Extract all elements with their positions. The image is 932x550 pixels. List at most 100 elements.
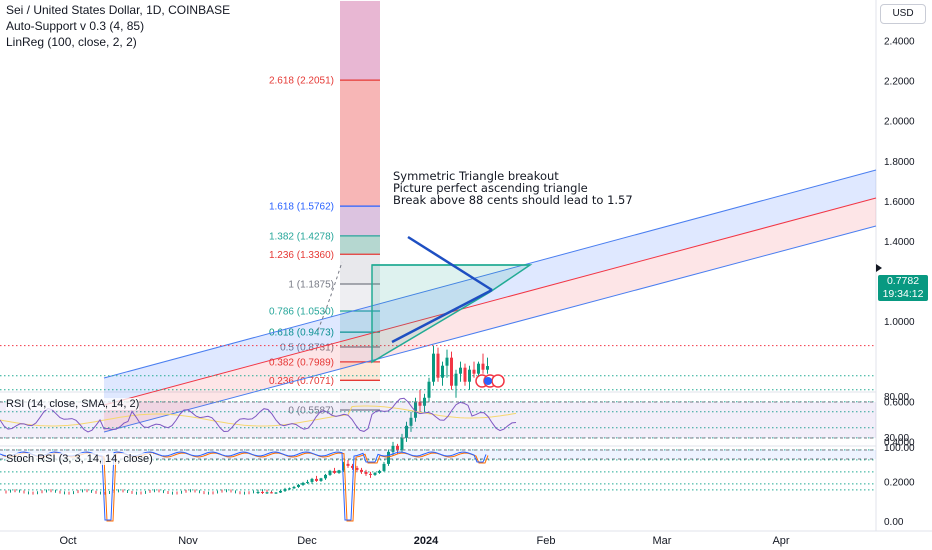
candle-9 <box>297 483 300 488</box>
candle-45 <box>459 361 462 382</box>
candle-12 <box>310 477 314 484</box>
fib-label-8: 0.382 (0.7989) <box>269 357 334 368</box>
candle-body <box>351 465 354 468</box>
candle-38 <box>427 377 431 402</box>
rsi-label[interactable]: RSI (14, close, SMA, 14, 2) <box>6 398 140 410</box>
time-label-3: 2024 <box>414 535 439 547</box>
candle-47 <box>468 365 471 390</box>
candle-body <box>436 353 440 378</box>
candle-21 <box>351 463 354 470</box>
candle-body <box>396 445 399 450</box>
currency-button[interactable]: USD <box>880 4 926 24</box>
rsi-tick-1: 30.00 <box>884 433 909 444</box>
candle-body <box>324 474 327 479</box>
fib-band-7 <box>340 332 380 348</box>
indicator-auto-support[interactable]: Auto-Support v 0.3 (4, 85) <box>6 19 145 33</box>
price-tick-3: 1.8000 <box>884 157 915 168</box>
candle-body <box>346 463 350 466</box>
time-label-6: Apr <box>772 535 789 547</box>
fib-label-4: 1 (1.1875) <box>288 280 334 291</box>
sym-triangle-lower <box>391 288 493 344</box>
fib-band-8 <box>340 347 380 362</box>
candle-25 <box>369 471 372 478</box>
fib-band-10 <box>340 380 380 411</box>
candle-15 <box>324 473 327 480</box>
candle-body <box>328 470 332 475</box>
rsi-band <box>0 402 876 438</box>
candle-body <box>337 470 341 473</box>
price-tick-4: 1.6000 <box>884 197 915 208</box>
candle-7 <box>288 487 291 490</box>
candle-body <box>279 490 282 493</box>
indicator-linreg[interactable]: LinReg (100, close, 2, 2) <box>6 35 137 49</box>
fib-band-1 <box>340 80 380 207</box>
symbol-title: Sei / United States Dollar, 1D, COINBASE <box>6 3 231 17</box>
candle-10 <box>301 481 305 486</box>
candle-body <box>306 481 309 483</box>
fib-band-5 <box>340 284 380 311</box>
candle-body <box>450 357 453 386</box>
last-price-value: 0.7782 <box>886 275 920 287</box>
candle-43 <box>450 351 453 390</box>
candle-body <box>400 437 404 450</box>
candle-5 <box>279 489 282 493</box>
candle-24 <box>364 469 368 476</box>
fib-band-6 <box>340 310 380 333</box>
price-tick-0: 2.4000 <box>884 37 915 48</box>
candle-body <box>283 488 287 491</box>
candle-body <box>463 367 467 382</box>
candle-18 <box>337 469 341 474</box>
sym-triangle-upper <box>407 235 493 292</box>
candle-body <box>418 401 422 406</box>
stoch-rsi-label[interactable]: Stoch RSI (3, 3, 14, 14, close) <box>6 453 153 465</box>
candle-20 <box>346 459 350 468</box>
fib-label-10: 0 (0.5587) <box>288 406 334 417</box>
event-marker-2 <box>491 374 505 388</box>
event-marker-core <box>484 377 492 385</box>
candle-1 <box>261 490 264 494</box>
candle-body <box>270 492 273 494</box>
fib-label-0: 2.618 (2.2051) <box>269 76 334 87</box>
linreg-upper-line <box>103 169 877 379</box>
candle-body <box>333 470 336 473</box>
stoch-tick-0: 100.00 <box>884 443 915 454</box>
candle-body <box>405 425 408 438</box>
candle-17 <box>333 467 336 474</box>
candle-34 <box>409 411 413 432</box>
time-label-1: Nov <box>178 535 198 547</box>
candle-body <box>364 471 368 474</box>
rsi-sma-line <box>0 405 517 427</box>
candle-3 <box>270 491 273 494</box>
stoch-tick-1: 0.00 <box>884 517 904 528</box>
candle-body <box>256 491 260 493</box>
candle-36 <box>418 389 422 412</box>
candle-body <box>342 463 345 471</box>
candle-body <box>382 463 386 471</box>
candle-37 <box>423 393 426 412</box>
linreg-mid-line <box>103 197 877 406</box>
linreg-lower-line <box>103 225 877 433</box>
candle-19 <box>342 461 345 472</box>
fib-label-2: 1.382 (1.4278) <box>269 231 334 242</box>
price-tick-2: 2.0000 <box>884 117 915 128</box>
candle-46 <box>463 363 467 386</box>
candle-body <box>297 484 300 487</box>
candle-26 <box>373 471 377 476</box>
candle-27 <box>378 469 381 474</box>
candle-body <box>459 367 462 374</box>
fib-label-1: 1.618 (1.5762) <box>269 202 334 213</box>
candle-23 <box>360 467 363 474</box>
price-tick-5: 1.4000 <box>884 237 915 248</box>
candle-11 <box>306 479 309 484</box>
candle-14 <box>319 477 323 482</box>
projection-path <box>317 261 343 331</box>
candle-body <box>301 482 305 485</box>
fib-band-2 <box>340 206 380 236</box>
fib-label-5: 0.786 (1.0530) <box>269 306 334 317</box>
price-tick-10: 0.2000 <box>884 477 915 488</box>
stoch-band <box>0 450 876 459</box>
candle-28 <box>382 461 386 472</box>
candle-body <box>409 417 413 426</box>
candle-body <box>423 397 426 406</box>
